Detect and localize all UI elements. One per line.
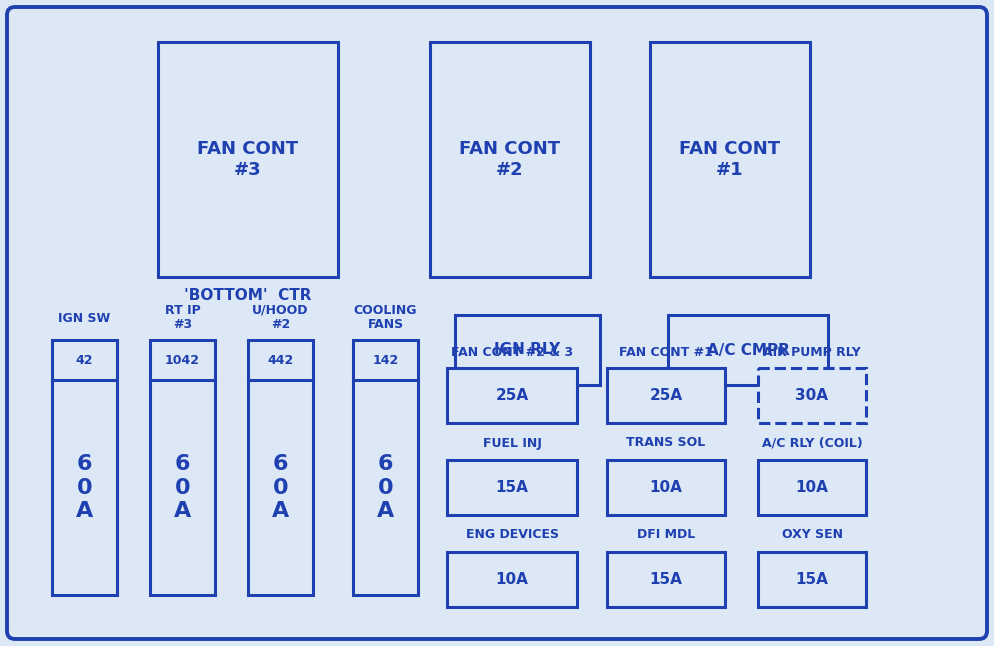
Text: 10A: 10A (649, 480, 683, 495)
Text: 15A: 15A (496, 480, 529, 495)
Bar (455, 315, 600, 385)
Text: U/HOOD: U/HOOD (252, 304, 309, 317)
Text: FAN CONT #2 & 3: FAN CONT #2 & 3 (451, 346, 574, 359)
Text: A/C CMPR: A/C CMPR (707, 342, 789, 357)
Text: FANS: FANS (368, 318, 404, 331)
Text: AIR PUMP RLY: AIR PUMP RLY (763, 346, 861, 359)
Text: DFI MDL: DFI MDL (637, 528, 695, 541)
Bar (668, 315, 828, 385)
Bar (447, 368, 577, 423)
Text: 25A: 25A (649, 388, 683, 403)
Bar (607, 552, 725, 607)
Text: 10A: 10A (496, 572, 529, 587)
Bar (248, 340, 313, 595)
Text: 6
0
A: 6 0 A (377, 454, 395, 521)
Text: 15A: 15A (649, 572, 683, 587)
Bar (607, 368, 725, 423)
Text: #3: #3 (173, 318, 192, 331)
Text: 25A: 25A (495, 388, 529, 403)
Text: 1042: 1042 (165, 353, 200, 366)
Text: TRANS SOL: TRANS SOL (626, 437, 706, 450)
Bar (430, 42, 590, 277)
Text: IGN SW: IGN SW (59, 311, 110, 324)
Text: 10A: 10A (795, 480, 828, 495)
Bar (447, 460, 577, 515)
Text: 6
0
A: 6 0 A (76, 454, 93, 521)
Bar (758, 552, 866, 607)
Text: RT IP: RT IP (165, 304, 201, 317)
Text: A/C RLY (COIL): A/C RLY (COIL) (761, 437, 863, 450)
Text: 15A: 15A (795, 572, 828, 587)
Bar (607, 460, 725, 515)
Text: IGN RLY: IGN RLY (494, 342, 561, 357)
Text: #2: #2 (271, 318, 290, 331)
Text: COOLING: COOLING (354, 304, 417, 317)
Text: 6
0
A: 6 0 A (272, 454, 289, 521)
Text: 442: 442 (267, 353, 293, 366)
Text: FAN CONT #1: FAN CONT #1 (619, 346, 713, 359)
Bar (447, 552, 577, 607)
FancyBboxPatch shape (7, 7, 987, 639)
Text: FAN CONT
#3: FAN CONT #3 (198, 140, 298, 179)
Bar (758, 368, 866, 423)
Text: FAN CONT
#1: FAN CONT #1 (680, 140, 780, 179)
Text: 6
0
A: 6 0 A (174, 454, 191, 521)
Text: 42: 42 (76, 353, 93, 366)
Text: 30A: 30A (795, 388, 829, 403)
Bar (353, 340, 418, 595)
Text: FUEL INJ: FUEL INJ (482, 437, 542, 450)
Text: ENG DEVICES: ENG DEVICES (465, 528, 559, 541)
Bar (158, 42, 338, 277)
Bar (758, 460, 866, 515)
Text: OXY SEN: OXY SEN (781, 528, 843, 541)
Bar (650, 42, 810, 277)
Text: 'BOTTOM'  CTR: 'BOTTOM' CTR (184, 289, 312, 304)
Text: 142: 142 (373, 353, 399, 366)
Bar (52, 340, 117, 595)
Bar (150, 340, 215, 595)
Text: FAN CONT
#2: FAN CONT #2 (459, 140, 561, 179)
